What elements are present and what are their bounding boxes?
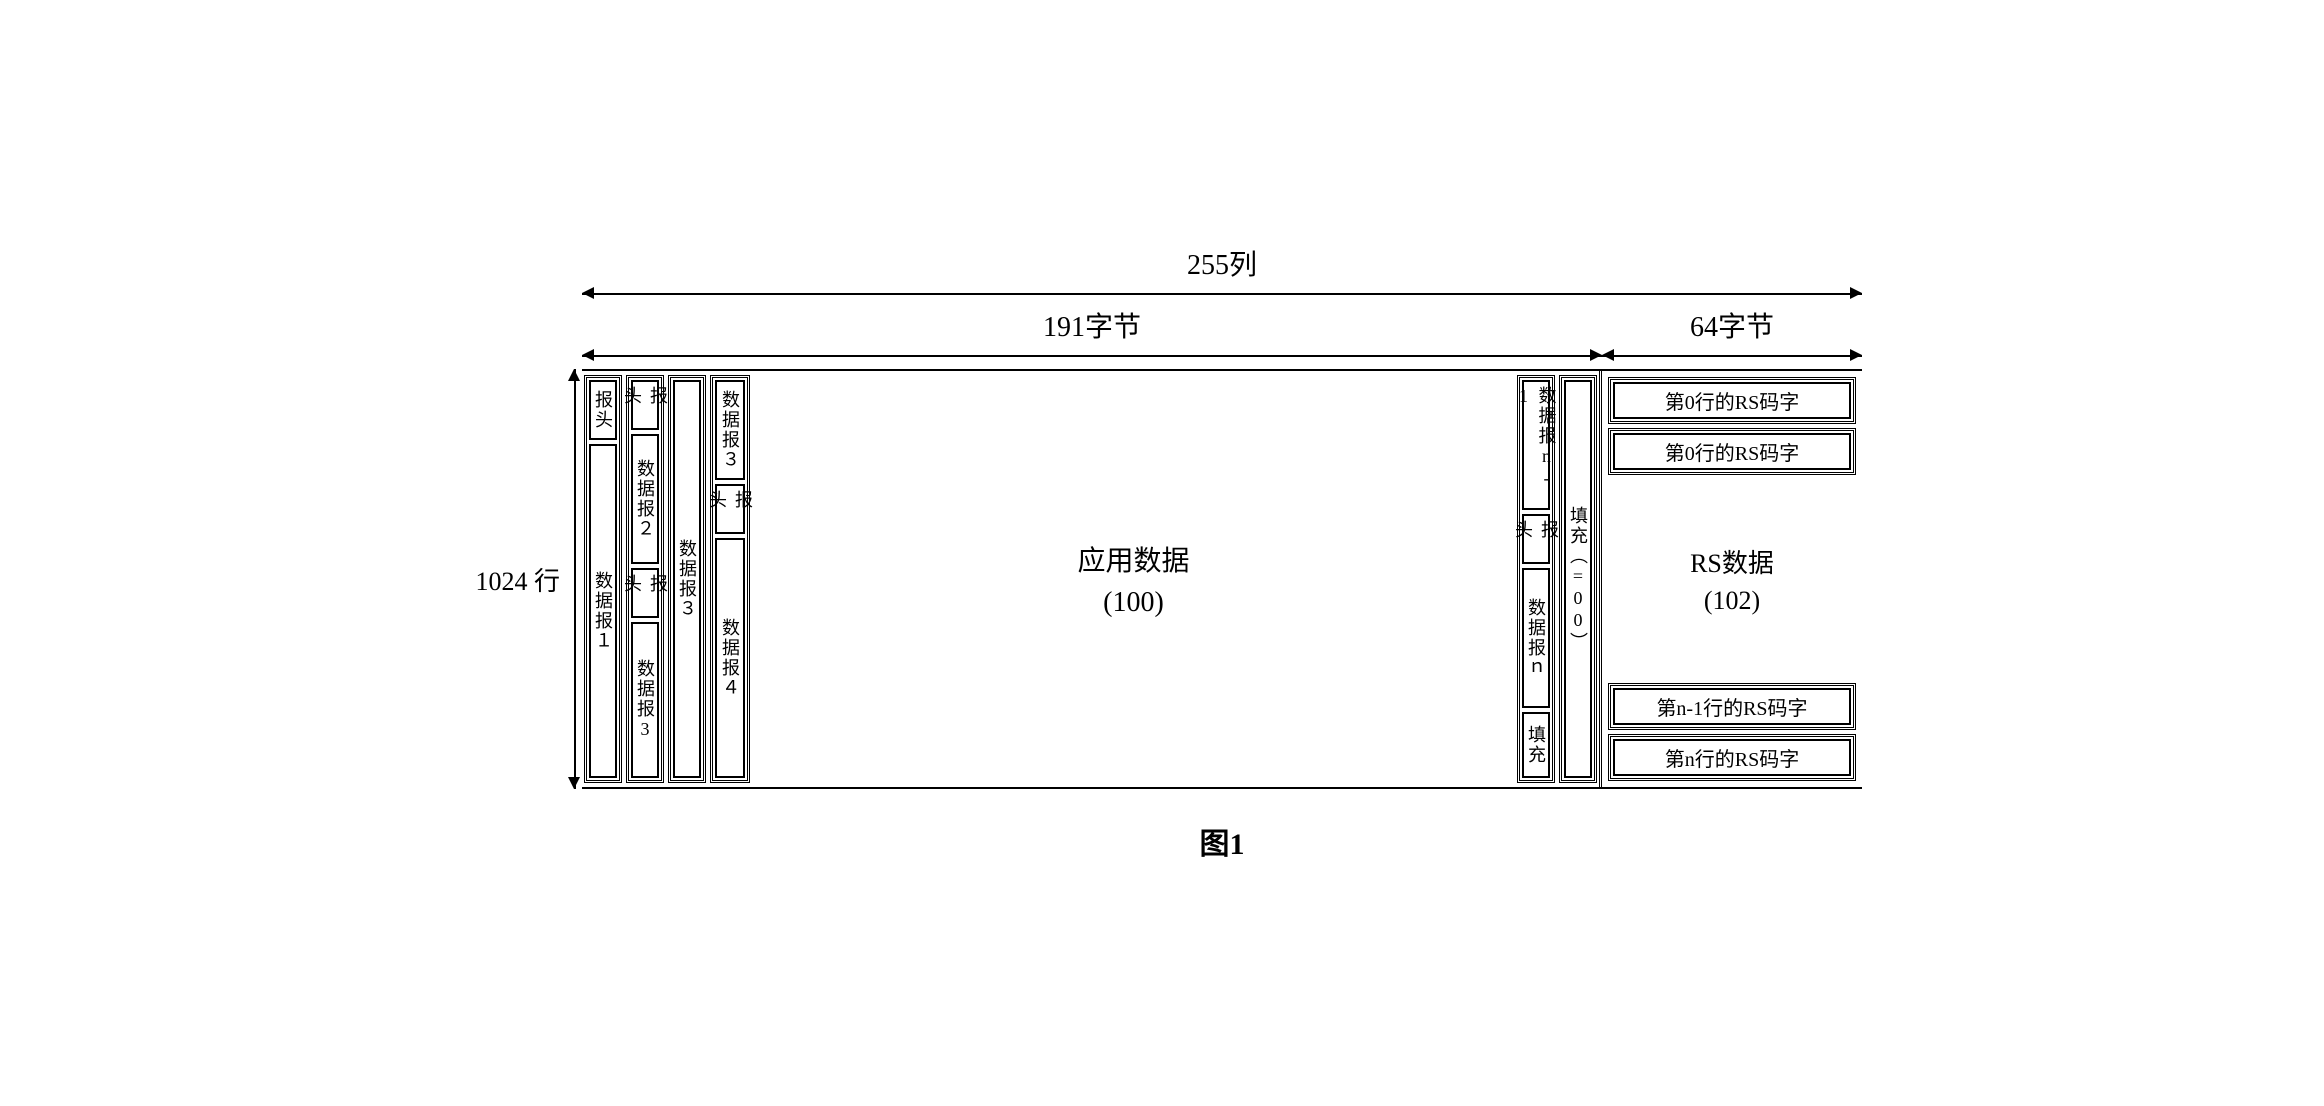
col2-datagram3: 数据报3 <box>631 622 659 778</box>
rs-data-ref: (102) <box>1704 586 1760 616</box>
diagram-container: 255列 191字节 64字节 1024 行 报头 数据报１ 报头 数据报２ <box>462 243 1862 863</box>
app-data-center: 应用数据 (100) <box>752 371 1515 787</box>
column-n: 数据报n-1 报头 数据报ｎ 填充 <box>1517 375 1555 783</box>
rs-codeword-row-n: 第n行的RS码字 <box>1613 739 1851 776</box>
sub-arrows-row <box>582 347 1862 363</box>
app-data-ref: (100) <box>1103 587 1164 619</box>
col1-datagram1: 数据报１ <box>589 444 617 778</box>
figure-label: 图1 <box>582 819 1862 863</box>
label-1024-rows: 1024 行 <box>475 561 560 598</box>
app-data-region: 报头 数据报１ 报头 数据报２ 报头 数据报3 数据报３ 数据报３ 报头 数据报… <box>582 371 1602 787</box>
col4-datagram4: 数据报４ <box>715 538 745 778</box>
coln-padding: 填充 <box>1522 712 1550 778</box>
col3-datagram3: 数据报３ <box>673 380 701 778</box>
rs-row-0b: 第0行的RS码字 <box>1608 428 1856 475</box>
rs-codeword-row0b: 第0行的RS码字 <box>1613 433 1851 470</box>
rs-row-n-1: 第n-1行的RS码字 <box>1608 683 1856 730</box>
arrow-191 <box>582 347 1602 363</box>
column-padding: 填充（=00） <box>1559 375 1597 783</box>
rs-row-n: 第n行的RS码字 <box>1608 734 1856 781</box>
app-data-title: 应用数据 <box>1077 539 1189 579</box>
column-4: 数据报３ 报头 数据报４ <box>710 375 750 783</box>
column-2: 报头 数据报２ 报头 数据报3 <box>626 375 664 783</box>
column-1: 报头 数据报１ <box>584 375 622 783</box>
arrow-255 <box>582 285 1862 301</box>
col1-header: 报头 <box>589 380 617 440</box>
coln-datagram-n: 数据报ｎ <box>1522 568 1550 708</box>
coln-header: 报头 <box>1522 514 1550 564</box>
mpe-fec-frame: 报头 数据报１ 报头 数据报２ 报头 数据报3 数据报３ 数据报３ 报头 数据报… <box>582 369 1862 789</box>
rs-codeword-row-n-1: 第n-1行的RS码字 <box>1613 688 1851 725</box>
coln-datagram-n-1: 数据报n-1 <box>1522 380 1550 510</box>
label-64-bytes: 64字节 <box>1602 305 1862 345</box>
column-3: 数据报３ <box>668 375 706 783</box>
label-191-bytes: 191字节 <box>582 305 1602 345</box>
rs-data-region: 第0行的RS码字 第0行的RS码字 RS数据 (102) 第n-1行的RS码字 … <box>1602 371 1862 787</box>
rs-row-0a: 第0行的RS码字 <box>1608 377 1856 424</box>
col4-datagram3: 数据报３ <box>715 380 745 480</box>
col2-datagram2: 数据报２ <box>631 434 659 564</box>
col4-header: 报头 <box>715 484 745 534</box>
rs-data-title: RS数据 <box>1690 543 1774 580</box>
rs-codeword-row0a: 第0行的RS码字 <box>1613 382 1851 419</box>
padding-column: 填充（=00） <box>1564 380 1592 778</box>
arrow-64 <box>1602 347 1862 363</box>
right-columns: 数据报n-1 报头 数据报ｎ 填充 填充（=00） <box>1515 371 1599 787</box>
left-label-block: 1024 行 <box>462 369 582 789</box>
arrow-1024 <box>566 369 582 789</box>
main-row: 1024 行 报头 数据报１ 报头 数据报２ 报头 数据报3 数据报３ <box>462 369 1862 789</box>
col2-header-a: 报头 <box>631 380 659 430</box>
col2-header-b: 报头 <box>631 568 659 618</box>
sub-labels-row: 191字节 64字节 <box>582 305 1862 345</box>
rs-center: RS数据 (102) <box>1608 479 1856 679</box>
label-255-cols: 255列 <box>582 243 1862 283</box>
